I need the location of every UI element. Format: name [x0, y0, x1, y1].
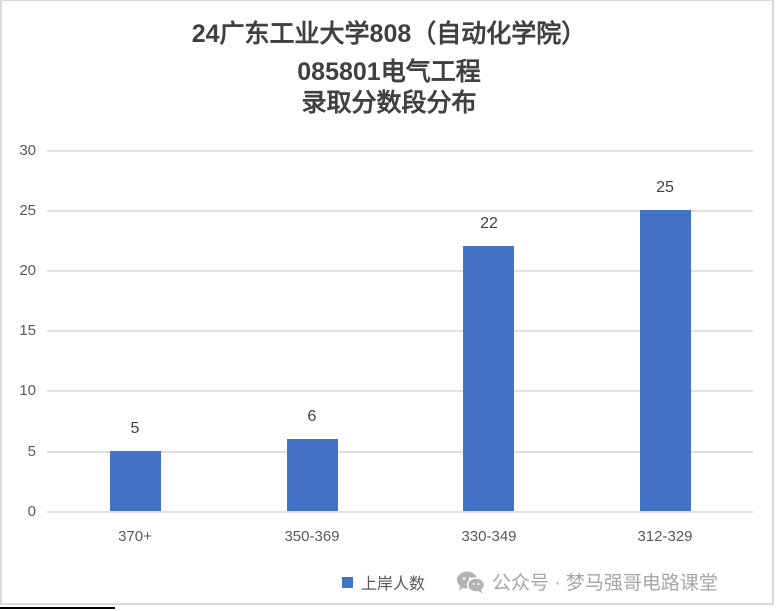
gridline-10	[47, 390, 753, 392]
watermark-text: 公众号 · 梦马强哥电路课堂	[492, 573, 718, 594]
data-label-312-329: 25	[656, 179, 674, 196]
bar-312-329	[640, 210, 691, 511]
x-label-370plus: 370+	[118, 528, 152, 545]
data-label-330-349: 22	[480, 215, 498, 232]
y-tick-25: 25	[19, 202, 36, 219]
legend-label: 上岸人数	[361, 576, 426, 593]
x-label-330-349: 330-349	[461, 528, 517, 545]
y-tick-15: 15	[19, 322, 36, 339]
bar-370plus	[110, 451, 161, 511]
bottom-edge	[0, 606, 778, 611]
gridline-0	[47, 511, 753, 513]
data-label-350-369: 6	[307, 408, 317, 425]
chart-title-line-1: 24广东工业大学808（自动化学院）	[191, 20, 587, 48]
y-tick-20: 20	[19, 262, 36, 279]
gridline-15	[47, 330, 753, 332]
y-tick-5: 5	[27, 443, 36, 460]
data-label-370plus: 5	[130, 420, 140, 437]
y-tick-0: 0	[27, 503, 36, 520]
bar-330-349	[463, 246, 514, 511]
chart-title-line-3: 录取分数段分布	[301, 89, 477, 117]
chart-title-line-2: 085801电气工程	[297, 58, 481, 86]
y-tick-30: 30	[19, 142, 36, 159]
x-label-350-369: 350-369	[284, 528, 340, 545]
gridline-25	[47, 210, 753, 212]
gridline-5	[47, 451, 753, 453]
y-tick-10: 10	[19, 382, 36, 399]
watermark: 公众号 · 梦马强哥电路课堂	[456, 568, 718, 595]
legend-swatch	[342, 576, 353, 588]
wechat-icon	[457, 571, 486, 593]
gridline-20	[47, 270, 753, 272]
gridline-30	[47, 150, 753, 152]
bar-350-369	[287, 439, 338, 511]
legend: 上岸人数	[342, 570, 425, 594]
x-label-312-329: 312-329	[637, 528, 693, 545]
